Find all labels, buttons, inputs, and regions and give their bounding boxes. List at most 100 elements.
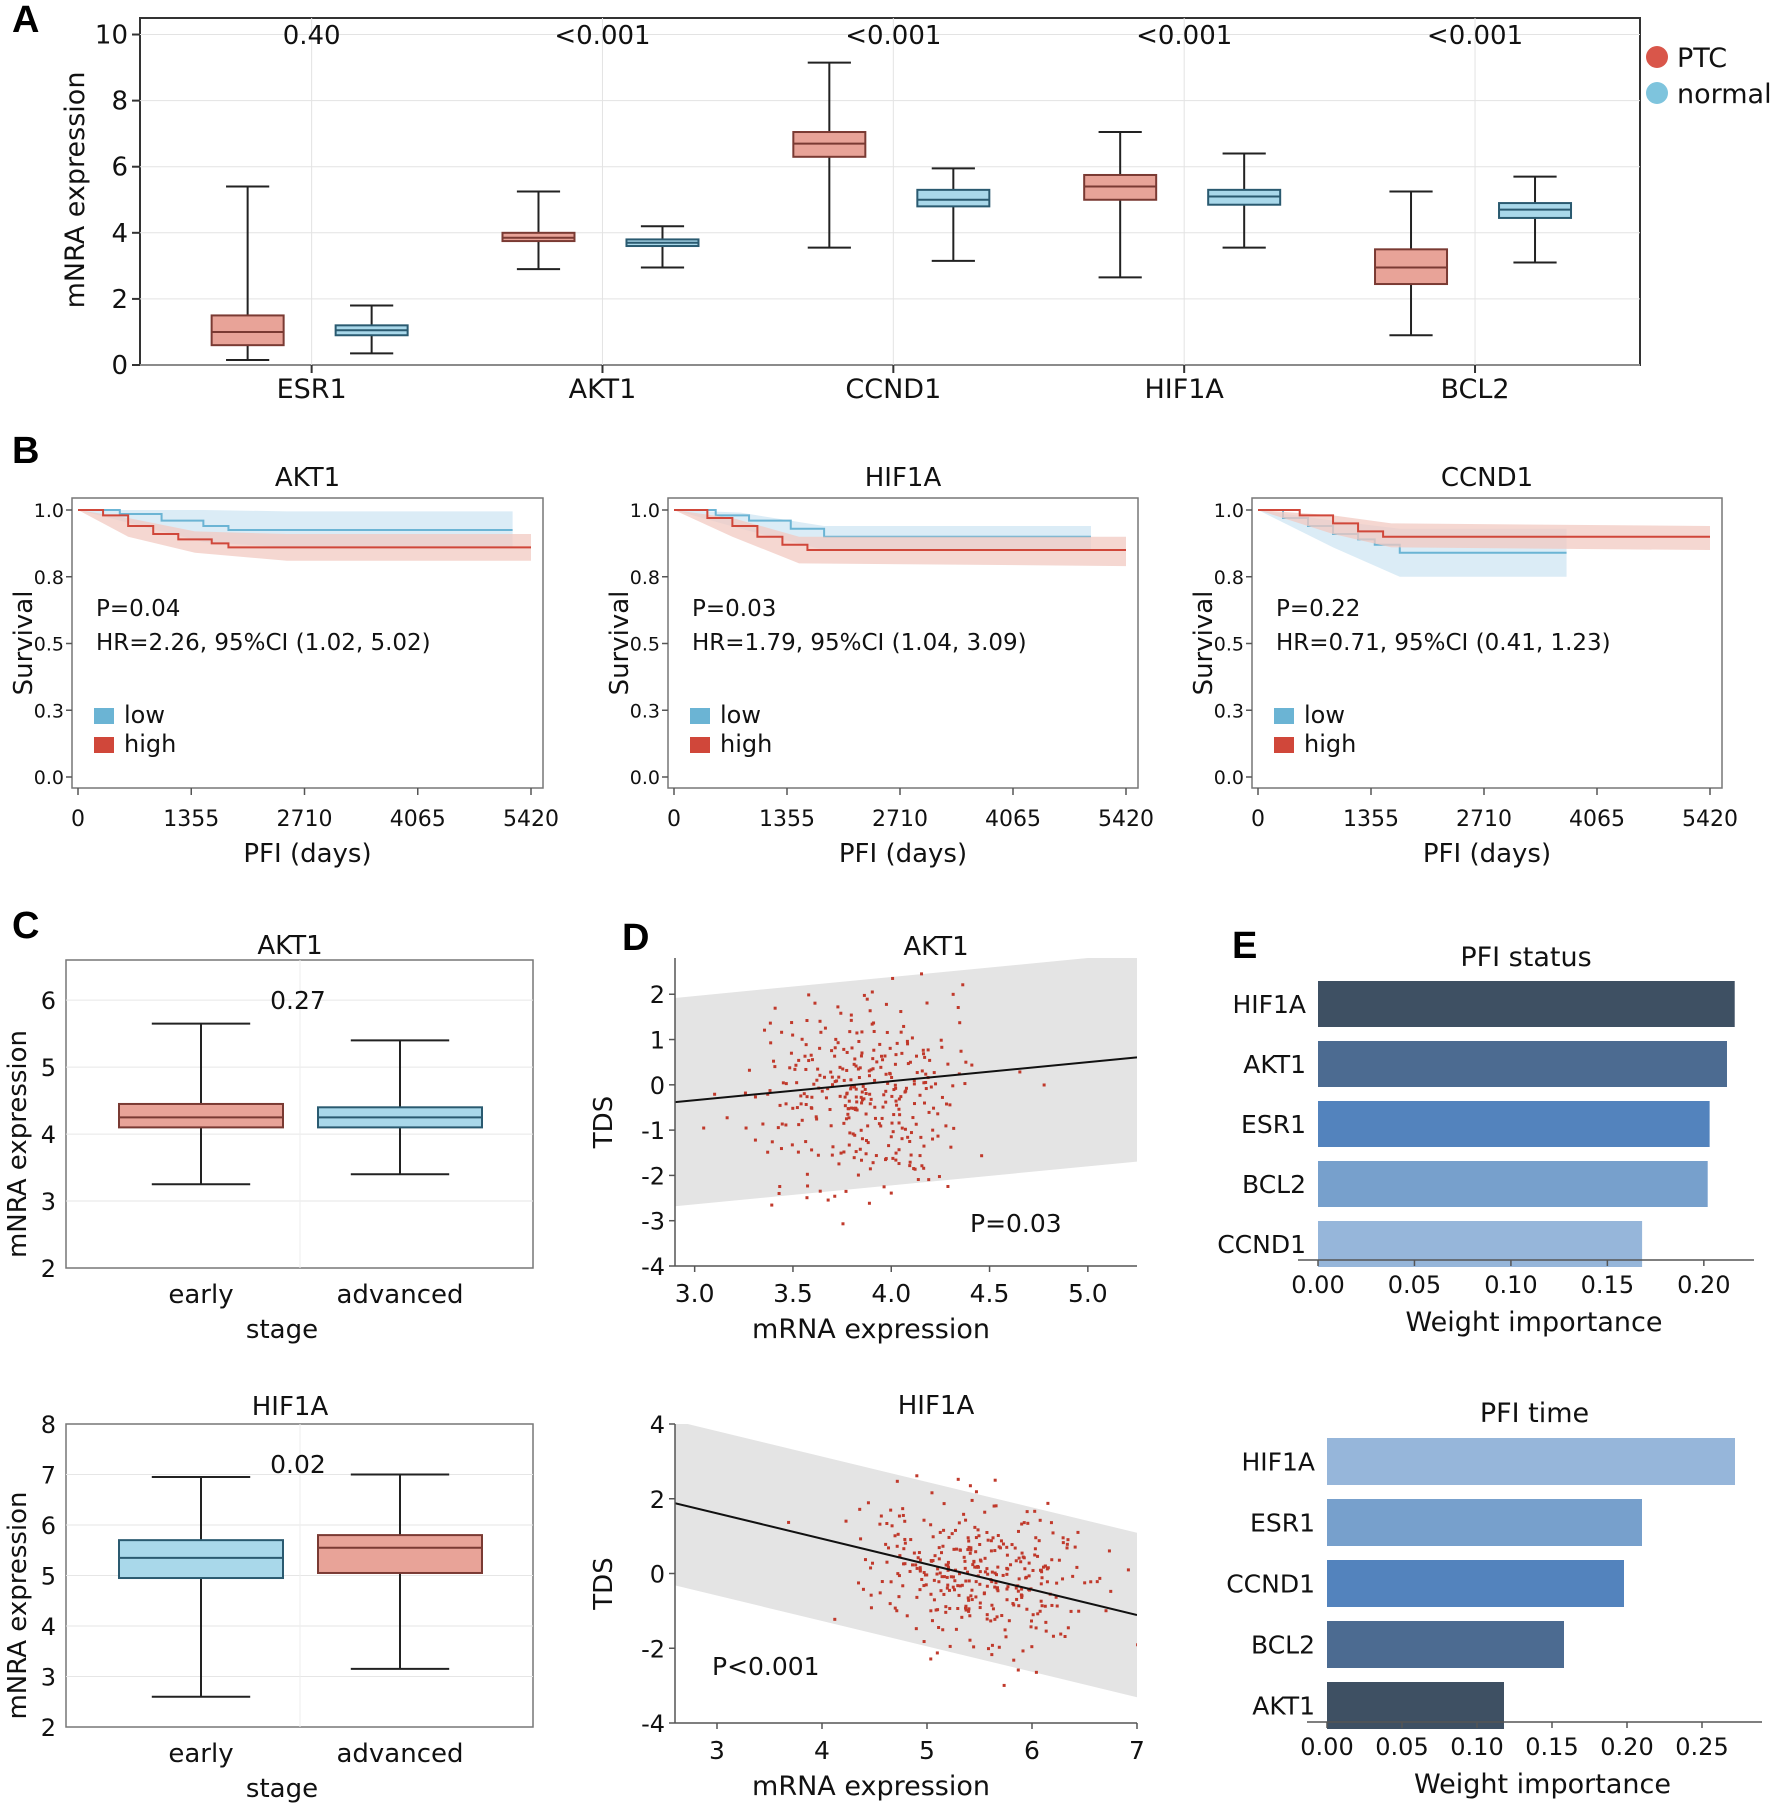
scatter-point: [1039, 1568, 1043, 1572]
scatter-point: [899, 1095, 903, 1099]
scatter-point: [914, 1627, 918, 1631]
scatter-point: [890, 1094, 894, 1098]
scatter-point: [854, 1087, 858, 1091]
scatter-point: [804, 1067, 808, 1071]
scatter-point: [1126, 1568, 1130, 1572]
scatter-point: [702, 1126, 706, 1130]
scatter-point: [1017, 1604, 1021, 1608]
scatter-point: [903, 1090, 907, 1094]
scatter-point: [818, 1019, 822, 1023]
scatter-point: [926, 1048, 930, 1052]
scatter-point: [884, 1100, 888, 1104]
regression-line: [675, 1056, 1137, 1104]
scatter-point: [869, 1097, 873, 1101]
y-tick-label: 0.5: [1214, 634, 1244, 656]
scatter-point: [1057, 1558, 1061, 1562]
scatter-point: [1066, 1538, 1070, 1542]
scatter-point: [945, 1586, 949, 1590]
scatter-point: [940, 1551, 944, 1555]
scatter-point: [1075, 1565, 1079, 1569]
box-ptc: [792, 61, 867, 249]
scatter-point: [898, 1113, 902, 1117]
scatter-point: [1039, 1599, 1043, 1603]
scatter-point: [869, 1566, 873, 1570]
scatter-point: [1051, 1531, 1055, 1535]
scatter-point: [922, 1640, 926, 1644]
scatter-point: [868, 1167, 872, 1171]
scatter-point: [928, 1058, 932, 1062]
scatter-point: [891, 1156, 895, 1160]
scatter-point: [960, 1583, 964, 1587]
plot-area: [675, 1424, 1137, 1698]
scatter-point: [891, 976, 895, 980]
scatter-point: [851, 1106, 855, 1110]
scatter-point: [894, 1158, 898, 1162]
p-value-annotation: P<0.001: [712, 1652, 820, 1681]
scatter-point: [920, 1069, 924, 1073]
scatter-point: [999, 1539, 1003, 1543]
scatter-point: [924, 1583, 928, 1587]
scatter-point: [989, 1619, 993, 1623]
p-value-text: P=0.04: [96, 596, 180, 622]
bar-bcl2: [1318, 1161, 1708, 1207]
survival-chart-akt1: AKT1 0.0 0.3 0.5 0.8 1.0 0 1355 2710 4065 5420 PFI …: [9, 463, 559, 869]
x-axis-label: stage: [246, 1315, 318, 1345]
x-tick-label: 0.15: [1581, 1271, 1634, 1299]
bar-esr1: [1318, 1101, 1710, 1147]
survival-chart-ccnd1: CCND1 0.0 0.3 0.5 0.8 1.0 0 1355 2710 4065 5420 PFI…: [1189, 463, 1738, 869]
scatter-point: [1005, 1545, 1009, 1549]
scatter-point: [1040, 1576, 1044, 1580]
scatter-point: [970, 1063, 974, 1067]
x-tick-label: 0.20: [1677, 1271, 1730, 1299]
scatter-point: [989, 1549, 993, 1553]
scatter-point: [831, 1083, 835, 1087]
scatter-point: [1083, 1581, 1087, 1585]
y-tick-label: -4: [641, 1253, 665, 1281]
scatter-point: [787, 1520, 791, 1524]
legend-label-ptc: PTC: [1677, 43, 1727, 74]
chart-title: AKT1: [275, 463, 340, 493]
y-tick-label: 0: [650, 1561, 665, 1589]
scatter-point: [966, 1596, 970, 1600]
y-tick-label: 4: [111, 219, 128, 249]
scatter-point: [838, 1065, 842, 1069]
scatter-point: [854, 1064, 858, 1068]
scatter-point: [864, 1112, 868, 1116]
scatter-point: [839, 1151, 843, 1155]
x-tick-label: 0.25: [1675, 1733, 1728, 1761]
scatter-point: [856, 1067, 860, 1071]
y-tick-label: 2: [650, 981, 665, 1009]
chart-title: PFI time: [1480, 1398, 1589, 1429]
scatter-point: [925, 1001, 929, 1005]
scatter-point: [1010, 1543, 1014, 1547]
scatter-point: [1039, 1582, 1043, 1586]
scatter-point: [1016, 1529, 1020, 1533]
scatter-point: [910, 1036, 914, 1040]
box-early: [118, 1022, 284, 1186]
scatter-point: [772, 1059, 776, 1063]
scatter-point: [1009, 1563, 1013, 1567]
scatter-point: [1004, 1635, 1008, 1639]
scatter-point: [880, 1116, 884, 1120]
scatter-point: [773, 1006, 777, 1010]
y-tick-label: 1.0: [630, 500, 660, 522]
scatter-point: [805, 1196, 809, 1200]
scatter-point: [888, 1046, 892, 1050]
x-tick-label: advanced: [336, 1739, 463, 1769]
scatter-point: [809, 1106, 813, 1110]
scatter-point: [892, 1113, 896, 1117]
scatter-point: [923, 1055, 927, 1059]
scatter-point: [777, 1191, 781, 1195]
scatter-point: [800, 1118, 804, 1122]
scatter-point: [768, 1089, 772, 1093]
scatter-point: [964, 1518, 968, 1522]
scatter-point: [858, 1507, 862, 1511]
y-tick-label: 6: [41, 1512, 56, 1540]
scatter-point: [770, 1203, 774, 1207]
scatter-point: [884, 1089, 888, 1093]
legend-label-low: low: [124, 701, 165, 729]
scatter-point: [1045, 1567, 1049, 1571]
scatter-point: [1021, 1649, 1025, 1653]
x-tick-label: 4065: [1569, 807, 1625, 832]
